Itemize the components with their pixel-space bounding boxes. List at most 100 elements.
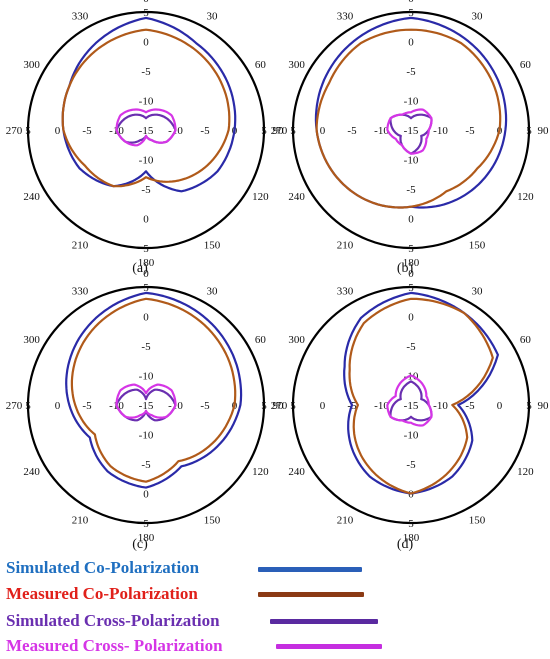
radial-tick-label: 0 bbox=[408, 37, 414, 49]
legend-line-measured-cross bbox=[276, 644, 382, 649]
radial-tick-label: 5 bbox=[408, 282, 414, 294]
legend-label-simulated-co: Simulated Co-Polarization bbox=[6, 558, 200, 577]
legend-label-simulated-cross: Simulated Cross-Polarization bbox=[6, 611, 220, 630]
radial-tick-label: 0 bbox=[320, 400, 326, 412]
radial-tick-label: -5 bbox=[406, 459, 416, 471]
radial-tick-label: 5 bbox=[526, 125, 532, 137]
radial-tick-label: 5 bbox=[143, 282, 149, 294]
legend-label-measured-cross: Measured Cross- Polarization bbox=[6, 636, 223, 655]
angle-tick-label: 180 bbox=[138, 532, 155, 544]
series-curve-2 bbox=[348, 297, 494, 495]
series-curve-1 bbox=[65, 291, 243, 489]
panel-label: (d) bbox=[397, 537, 414, 552]
angle-tick-label: 300 bbox=[288, 334, 305, 346]
angle-tick-label: 30 bbox=[472, 286, 484, 298]
radial-tick-label: -10 bbox=[433, 400, 448, 412]
angle-tick-label: 150 bbox=[204, 514, 221, 526]
outer-ring bbox=[291, 10, 531, 250]
radial-tick-label: 0 bbox=[143, 214, 149, 226]
outer-ring bbox=[26, 285, 266, 525]
angle-tick-label: 150 bbox=[469, 239, 486, 251]
angle-tick-label: 60 bbox=[255, 334, 267, 346]
radial-tick-label: -5 bbox=[141, 184, 151, 196]
radial-tick-label: -10 bbox=[139, 430, 154, 442]
legend-label-measured-co: Measured Co-Polarization bbox=[6, 584, 198, 603]
polar-panel-1: 55550000-5-5-5-5-10-10-10-10-15030609012… bbox=[6, 0, 284, 276]
radial-tick-label: -10 bbox=[433, 125, 448, 137]
angle-tick-label: 120 bbox=[252, 191, 269, 203]
panel-label: (b) bbox=[397, 261, 414, 276]
radial-tick-label: -10 bbox=[374, 125, 389, 137]
radial-tick-label: -5 bbox=[82, 125, 92, 137]
angle-tick-label: 210 bbox=[337, 514, 354, 526]
series-curve-4 bbox=[386, 374, 433, 427]
radial-tick-label: -10 bbox=[139, 96, 154, 108]
angle-tick-label: 60 bbox=[255, 59, 267, 71]
radial-tick-label: 5 bbox=[290, 125, 296, 137]
radial-tick-label: -5 bbox=[465, 400, 475, 412]
series-curve-4 bbox=[115, 108, 177, 147]
angle-tick-label: 120 bbox=[517, 191, 534, 203]
radial-tick-label: -10 bbox=[139, 371, 154, 383]
radial-tick-label: 0 bbox=[55, 400, 61, 412]
radial-tick-label: 5 bbox=[261, 125, 267, 137]
radial-tick-label: 0 bbox=[408, 312, 414, 324]
series-curve-4 bbox=[115, 383, 177, 419]
radial-tick-label: 5 bbox=[408, 243, 414, 255]
angle-tick-label: 300 bbox=[288, 59, 305, 71]
angle-tick-label: 180 bbox=[403, 257, 420, 269]
radial-tick-label: 5 bbox=[25, 400, 31, 412]
radial-tick-label: -5 bbox=[141, 459, 151, 471]
radial-tick-label: -15 bbox=[404, 125, 419, 137]
angle-tick-label: 120 bbox=[517, 466, 534, 478]
outer-ring bbox=[291, 285, 531, 525]
angle-tick-label: 30 bbox=[207, 11, 219, 23]
angle-tick-label: 0 bbox=[408, 0, 414, 5]
angle-tick-label: 180 bbox=[138, 257, 155, 269]
polar-panel-2: 55550000-5-5-5-5-10-10-10-10-15030609012… bbox=[271, 0, 549, 276]
radial-tick-label: -5 bbox=[141, 341, 151, 353]
angle-tick-label: 210 bbox=[337, 239, 354, 251]
angle-tick-label: 30 bbox=[472, 11, 484, 23]
radial-tick-label: -5 bbox=[200, 125, 210, 137]
angle-tick-label: 90 bbox=[273, 125, 285, 137]
legend-line-measured-co bbox=[258, 592, 364, 597]
angle-tick-label: 300 bbox=[23, 59, 40, 71]
radial-tick-label: -15 bbox=[139, 125, 154, 137]
angle-tick-label: 270 bbox=[271, 125, 288, 137]
angle-tick-label: 240 bbox=[23, 191, 40, 203]
angle-tick-label: 0 bbox=[143, 0, 149, 5]
angle-tick-label: 270 bbox=[271, 400, 288, 412]
series-curve-4 bbox=[386, 108, 433, 155]
radial-tick-label: -15 bbox=[139, 400, 154, 412]
radial-tick-label: 0 bbox=[143, 37, 149, 49]
radial-tick-label: 5 bbox=[290, 400, 296, 412]
radial-tick-label: -15 bbox=[404, 400, 419, 412]
angle-tick-label: 120 bbox=[252, 466, 269, 478]
angle-tick-label: 90 bbox=[538, 400, 550, 412]
legend-line-simulated-cross bbox=[270, 619, 378, 624]
angle-tick-label: 240 bbox=[288, 466, 305, 478]
angle-tick-label: 0 bbox=[408, 268, 414, 280]
radial-tick-label: -5 bbox=[82, 400, 92, 412]
panel-label: (c) bbox=[132, 537, 148, 552]
radial-tick-label: -10 bbox=[139, 155, 154, 167]
radial-tick-label: 5 bbox=[143, 243, 149, 255]
radial-tick-label: -5 bbox=[406, 184, 416, 196]
radial-tick-label: -5 bbox=[406, 341, 416, 353]
series-curve-2 bbox=[315, 28, 502, 209]
radial-tick-label: -5 bbox=[141, 66, 151, 78]
angle-tick-label: 330 bbox=[337, 11, 354, 23]
angle-tick-label: 0 bbox=[143, 268, 149, 280]
angle-tick-label: 60 bbox=[520, 59, 532, 71]
angle-tick-label: 300 bbox=[23, 334, 40, 346]
radial-tick-label: 5 bbox=[526, 400, 532, 412]
angle-tick-label: 90 bbox=[538, 125, 550, 137]
angle-tick-label: 330 bbox=[72, 11, 89, 23]
radial-tick-label: 0 bbox=[143, 312, 149, 324]
radial-tick-label: 5 bbox=[261, 400, 267, 412]
angle-tick-label: 210 bbox=[72, 239, 89, 251]
angle-tick-label: 30 bbox=[207, 286, 219, 298]
